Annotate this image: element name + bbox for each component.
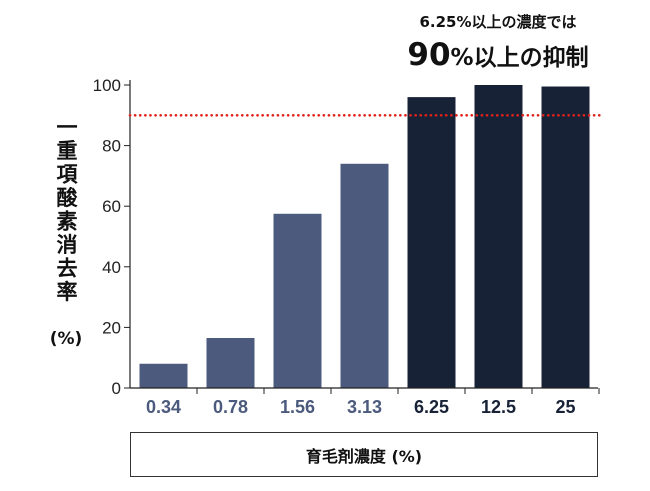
x-tick-label: 6.25: [414, 397, 449, 417]
y-tick-label: 40: [102, 258, 121, 277]
y-tick-label: 20: [102, 318, 121, 337]
annotation: 6.25%以上の濃度では 90%以上の抑制: [398, 12, 598, 77]
bar-1-56: [273, 213, 322, 388]
bar-0-78: [206, 338, 255, 388]
x-tick-label: 0.34: [146, 397, 181, 417]
y-axis-unit: (%): [49, 329, 83, 349]
x-tick-label: 0.78: [213, 397, 248, 417]
x-tick-label: 25: [555, 397, 575, 417]
x-axis-title: 育毛剤濃度 (%): [305, 446, 423, 466]
annotation-line-1: 6.25%以上の濃度では: [419, 13, 577, 31]
bar-0-34: [139, 363, 188, 388]
annotation-line-2-text: %以上の抑制: [450, 45, 589, 71]
bar-6-25: [407, 97, 456, 389]
x-axis-title-box: 育毛剤濃度 (%): [130, 432, 598, 477]
x-tick-label: 12.5: [481, 397, 516, 417]
y-tick-label: 0: [112, 379, 121, 398]
y-axis-title: 一重項酸素消去率: [54, 116, 78, 304]
x-tick-label: 3.13: [347, 397, 382, 417]
annotation-highlight-number: 90: [407, 37, 451, 73]
y-tick-label: 100: [93, 76, 121, 95]
y-tick-label: 60: [102, 197, 121, 216]
bar-12-5: [474, 85, 523, 388]
bar-3-13: [340, 163, 389, 388]
y-tick-label: 80: [102, 137, 121, 156]
x-tick-label: 1.56: [280, 397, 315, 417]
annotation-line-2: 90%以上の抑制: [398, 36, 598, 77]
bar-25: [541, 86, 590, 388]
